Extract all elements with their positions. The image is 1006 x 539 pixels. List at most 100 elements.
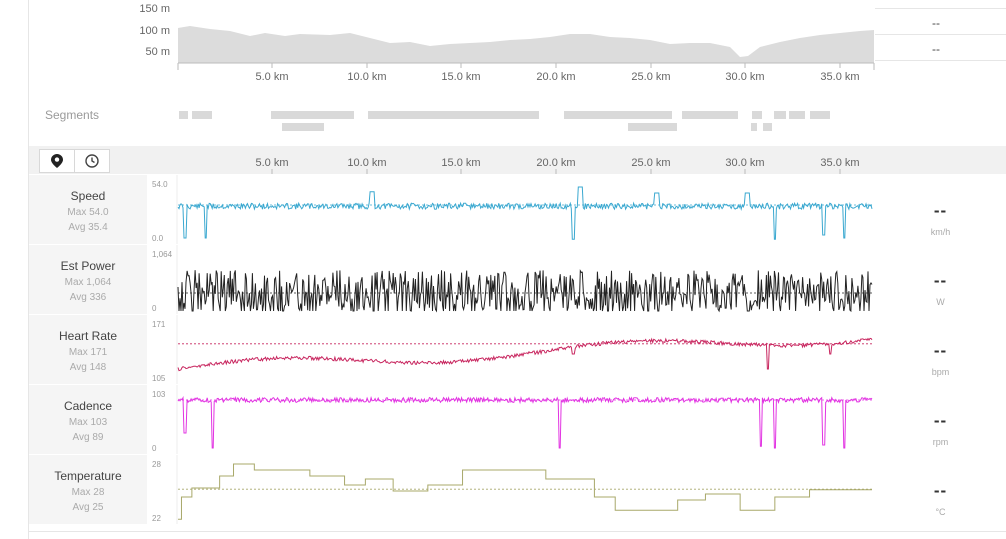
stream-row-cadence[interactable]: Cadence Max 103 Avg 89 103 0 -- rpm — [29, 385, 1006, 454]
stream-max: Max 28 — [71, 487, 105, 498]
stream-title: Temperature — [54, 469, 122, 483]
stream-summary: Temperature Max 28 Avg 25 — [29, 455, 147, 524]
stream-plot[interactable]: 103 0 — [148, 385, 874, 454]
toolbar-x-axis: 5.0 km 10.0 km 15.0 km 20.0 km 25.0 km 30.0 k… — [255, 157, 860, 174]
x-tick-label: 30.0 km — [725, 157, 764, 169]
stream-title: Cadence — [63, 399, 113, 413]
x-tick-label: 20.0 km — [536, 157, 575, 169]
map-pin-icon — [51, 154, 63, 168]
stream-current-value: -- — [933, 341, 948, 360]
x-tick-label: 10.0 km — [347, 71, 386, 83]
stream-unit: rpm — [932, 437, 949, 447]
x-tick-label: 35.0 km — [820, 157, 859, 169]
stream-bottom-label: 0 — [152, 304, 157, 313]
segment-bar[interactable] — [682, 111, 738, 119]
elevation-area — [178, 26, 874, 63]
stream-max: Max 103 — [68, 417, 108, 428]
segment-bar[interactable] — [789, 111, 805, 119]
elevation-y-tick: 50 m — [146, 46, 170, 58]
stream-current-value: -- — [933, 201, 948, 220]
stream-top-label: 28 — [152, 460, 161, 469]
stream-avg: Avg 148 — [69, 362, 107, 373]
side-stat: -- — [875, 0, 1006, 9]
stream-chart: 1,064 0 — [152, 245, 873, 314]
stream-current: -- W — [875, 245, 1006, 314]
segment-bar[interactable] — [810, 111, 830, 119]
side-stat: -- — [875, 14, 1006, 35]
stream-plot[interactable]: 1,064 0 — [148, 245, 874, 314]
stream-bottom-label: 105 — [152, 374, 166, 383]
x-tick-label: 15.0 km — [441, 71, 480, 83]
stream-bottom-label: 0 — [152, 444, 157, 453]
stream-plot[interactable]: 171 105 — [148, 315, 874, 384]
stream-top-label: 103 — [152, 390, 166, 399]
stream-summary: Heart Rate Max 171 Avg 148 — [29, 315, 147, 384]
stream-row-heart-rate[interactable]: Heart Rate Max 171 Avg 148 171 105 -- bp… — [29, 315, 1006, 384]
x-tick-label: 25.0 km — [631, 157, 670, 169]
stream-row-est-power[interactable]: Est Power Max 1,064 Avg 336 1,064 0 -- W — [29, 245, 1006, 314]
stream-toolbar: 5.0 km 10.0 km 15.0 km 20.0 km 25.0 km 30.0 k… — [29, 146, 1006, 174]
stream-current: -- rpm — [875, 385, 1006, 454]
x-tick-label: 30.0 km — [725, 71, 764, 83]
x-tick-label: 25.0 km — [631, 71, 670, 83]
segment-bar[interactable] — [368, 111, 539, 119]
elevation-x-ticks: 5.0 km 10.0 km 15.0 km 20.0 km 25.0 km 30.0 k… — [255, 63, 860, 83]
stream-plot[interactable]: 54.0 0.0 — [148, 175, 874, 244]
side-stat: -- — [875, 40, 1006, 61]
segment-bar[interactable] — [179, 111, 188, 119]
segment-bar[interactable] — [271, 111, 354, 119]
stream-max: Max 171 — [68, 347, 108, 358]
stream-line — [177, 186, 873, 240]
stream-avg: Avg 336 — [69, 292, 107, 303]
stream-plot[interactable]: 28 22 — [148, 455, 874, 524]
clock-icon — [85, 154, 99, 168]
stream-line — [177, 395, 873, 449]
stream-chart: 28 22 — [152, 455, 872, 524]
stream-summary: Speed Max 54.0 Avg 35.4 — [29, 175, 147, 244]
stream-unit: km/h — [930, 227, 951, 237]
x-tick-label: 20.0 km — [536, 71, 575, 83]
segments-label: Segments — [45, 108, 100, 122]
stream-line — [177, 337, 873, 372]
stream-current-value: -- — [933, 271, 948, 290]
stream-unit: °C — [935, 507, 946, 517]
segment-bar[interactable] — [282, 123, 324, 131]
stream-row-speed[interactable]: Speed Max 54.0 Avg 35.4 54.0 0.0 -- km/h — [29, 175, 1006, 244]
stream-avg: Avg 35.4 — [68, 222, 108, 233]
bottom-border — [28, 531, 1006, 532]
stream-unit: W — [936, 297, 945, 307]
segment-bar[interactable] — [628, 123, 677, 131]
stream-summary: Est Power Max 1,064 Avg 336 — [29, 245, 147, 314]
segment-bar[interactable] — [752, 111, 762, 119]
x-tick-label: 5.0 km — [255, 157, 288, 169]
stream-current: -- °C — [875, 455, 1006, 524]
stream-top-label: 1,064 — [152, 250, 173, 259]
stream-max: Max 54.0 — [67, 207, 109, 218]
stream-chart: 171 105 — [152, 315, 873, 384]
segment-bar[interactable] — [751, 123, 757, 131]
stream-bottom-label: 0.0 — [152, 234, 164, 243]
stream-top-label: 54.0 — [152, 180, 168, 189]
left-border — [28, 0, 29, 539]
segment-bar[interactable] — [192, 111, 212, 119]
stream-title: Est Power — [60, 259, 116, 273]
stream-current-value: -- — [933, 411, 948, 430]
stream-current: -- bpm — [875, 315, 1006, 384]
stream-title: Speed — [70, 189, 106, 203]
clock-button[interactable] — [74, 149, 110, 173]
segment-bar[interactable] — [564, 111, 672, 119]
map-pin-button[interactable] — [39, 149, 75, 173]
elevation-y-tick: 150 m — [139, 3, 170, 15]
stream-top-label: 171 — [152, 320, 166, 329]
x-tick-label: 15.0 km — [441, 157, 480, 169]
stream-summary: Cadence Max 103 Avg 89 — [29, 385, 147, 454]
elevation-y-tick: 100 m — [139, 25, 170, 37]
stream-line — [177, 269, 873, 313]
stream-avg: Avg 89 — [72, 432, 104, 443]
stream-row-temperature[interactable]: Temperature Max 28 Avg 25 28 22 -- °C — [29, 455, 1006, 524]
stream-chart: 54.0 0.0 — [152, 175, 873, 244]
x-tick-label: 5.0 km — [255, 71, 288, 83]
elevation-chart: 150 m 100 m 50 m 5.0 km 10.0 km 15.0 km 20.… — [139, 3, 875, 83]
segment-bar[interactable] — [774, 111, 786, 119]
segment-bar[interactable] — [763, 123, 772, 131]
